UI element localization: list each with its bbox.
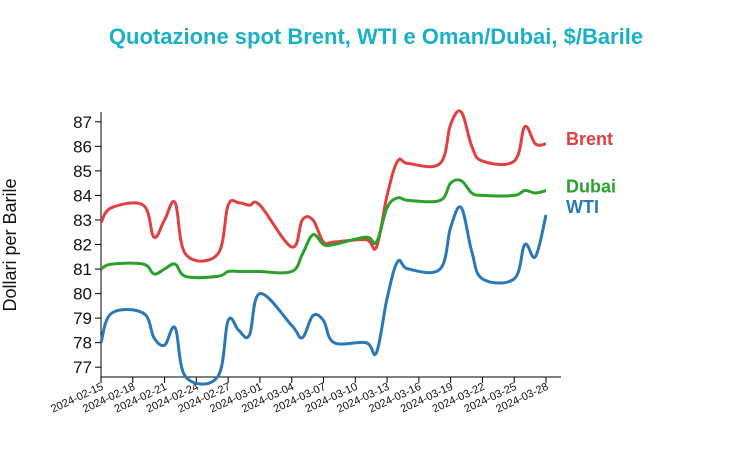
y-tick-label: 77 <box>73 358 92 377</box>
series-line-wti <box>99 205 548 386</box>
y-tick-label: 82 <box>73 236 92 255</box>
series-label-brent: Brent <box>566 129 613 149</box>
series-line-dubai <box>100 178 547 280</box>
y-tick-label: 81 <box>73 260 92 279</box>
y-tick-label: 83 <box>73 211 92 230</box>
y-tick-label: 87 <box>73 113 92 132</box>
y-tick-label: 80 <box>73 285 92 304</box>
series-label-wti: WTI <box>566 197 599 217</box>
y-tick-label: 79 <box>73 309 92 328</box>
series-lines <box>99 109 548 386</box>
axes: 77787980818283848586872024-02-152024-02-… <box>49 112 561 416</box>
series-line-brent <box>99 109 547 263</box>
chart-title: Quotazione spot Brent, WTI e Oman/Dubai,… <box>108 24 644 49</box>
y-tick-label: 84 <box>73 186 92 205</box>
y-axis-label: Dollari per Barile <box>0 178 20 311</box>
y-tick-label: 86 <box>73 137 92 156</box>
y-tick-label: 85 <box>73 162 92 181</box>
y-tick-label: 78 <box>73 334 92 353</box>
series-label-dubai: Dubai <box>566 177 616 197</box>
